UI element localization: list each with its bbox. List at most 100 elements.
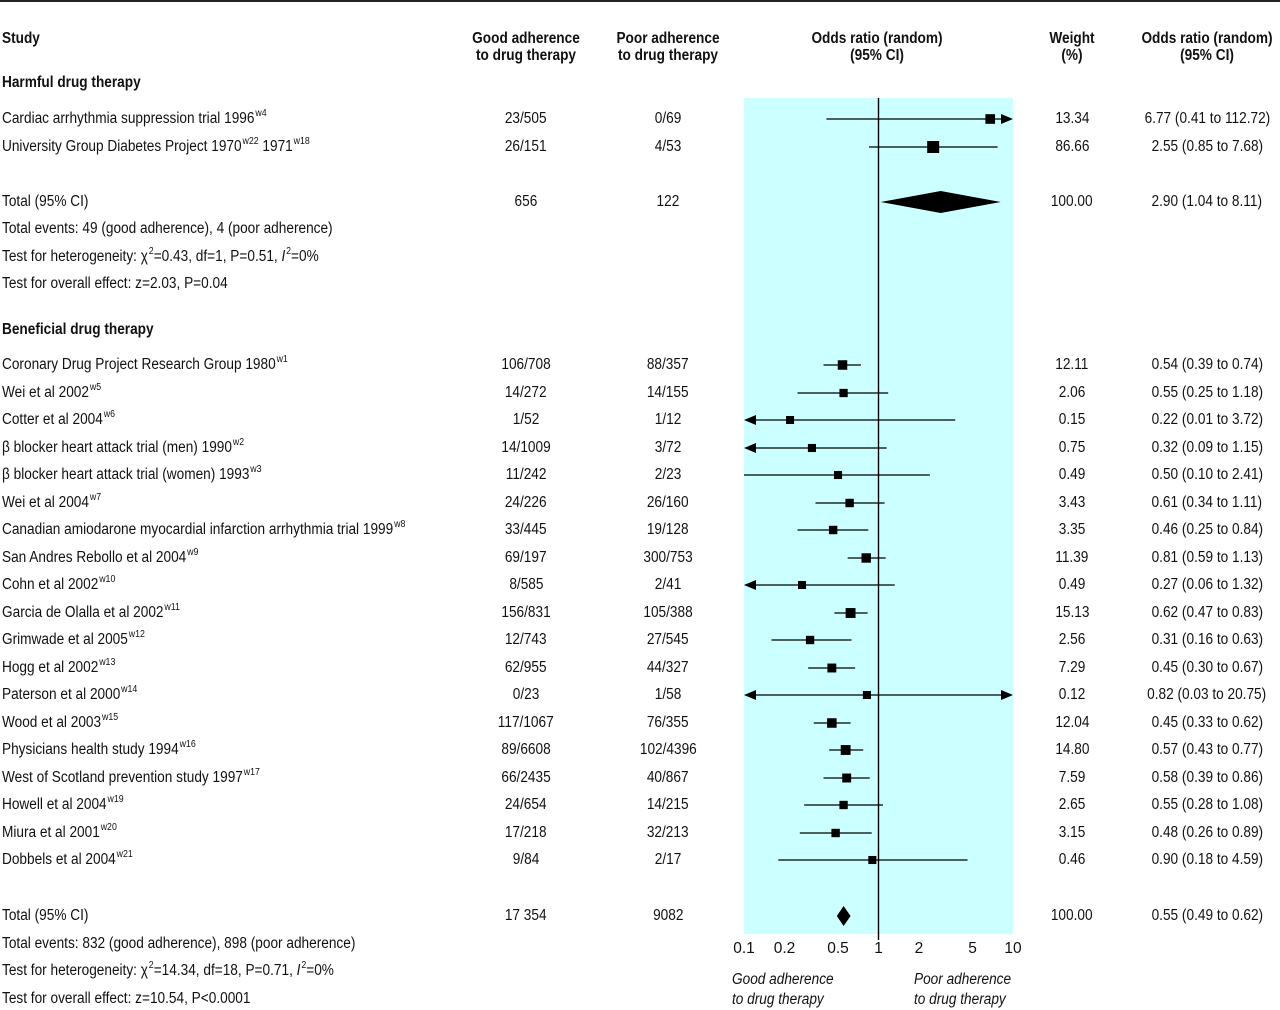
- study-good-adherence: 14/1009: [501, 439, 551, 456]
- study-odds-ratio: 0.61 (0.34 to 1.11): [1151, 494, 1263, 511]
- group-title-beneficial: Beneficial drug therapy: [2, 321, 154, 338]
- axis-label-good-adherence: Good adherence to drug therapy: [732, 971, 834, 1008]
- group-title-harmful: Harmful drug therapy: [2, 74, 141, 91]
- pooled-diamond: [836, 906, 851, 926]
- point-estimate: [786, 415, 795, 425]
- study-poor-adherence: 27/545: [647, 631, 689, 648]
- study-odds-ratio: 0.81 (0.59 to 1.13): [1151, 549, 1263, 566]
- beneficial-total-label: Total (95% CI): [2, 907, 89, 924]
- point-estimate: [839, 388, 848, 398]
- x-tick-label: 0.2: [773, 940, 796, 957]
- study-name: Physicians health study 1994w16: [2, 739, 196, 758]
- study-weight: 0.49: [1058, 576, 1086, 593]
- study-weight: 86.66: [1054, 138, 1090, 155]
- study-weight: 3.15: [1058, 824, 1086, 841]
- study-poor-adherence: 44/327: [647, 659, 689, 676]
- study-weight: 0.15: [1058, 411, 1086, 428]
- point-estimate: [807, 443, 816, 453]
- study-good-adherence: 0/23: [512, 686, 540, 703]
- harmful-total-poor: 122: [656, 193, 680, 210]
- study-name: Wei et al 2004w7: [2, 492, 102, 511]
- study-name: Cohn et al 2002w10: [2, 574, 116, 593]
- pooled-diamond: [880, 191, 1001, 213]
- study-name: San Andres Rebollo et al 2004w9: [2, 547, 199, 566]
- study-name: Wood et al 2003w15: [2, 712, 119, 731]
- point-estimate: [845, 498, 854, 508]
- study-name: West of Scotland prevention study 1997w1…: [2, 767, 260, 786]
- study-good-adherence: 24/654: [505, 796, 547, 813]
- study-poor-adherence: 19/128: [647, 521, 689, 538]
- header-odds-ratio-plot: Odds ratio (random) (95% CI): [811, 30, 943, 64]
- study-good-adherence: 8/585: [508, 576, 544, 593]
- study-name: Dobbels et al 2004w21: [2, 849, 133, 868]
- study-weight: 3.35: [1058, 521, 1086, 538]
- beneficial-total-events: Total events: 832 (good adherence), 898 …: [2, 935, 356, 952]
- point-estimate: [862, 690, 871, 700]
- study-poor-adherence: 102/4396: [639, 741, 697, 758]
- study-weight: 3.43: [1058, 494, 1086, 511]
- study-weight: 13.34: [1054, 110, 1090, 127]
- study-odds-ratio: 0.50 (0.10 to 2.41): [1151, 466, 1263, 483]
- beneficial-total-or: 0.55 (0.49 to 0.62): [1151, 907, 1263, 924]
- study-name: Grimwade et al 2005w12: [2, 629, 145, 648]
- header-good-adherence: Good adherence to drug therapy: [472, 30, 580, 64]
- study-odds-ratio: 0.22 (0.01 to 3.72): [1151, 411, 1263, 428]
- study-weight: 0.46: [1058, 851, 1086, 868]
- study-name: Miura et al 2001w20: [2, 822, 117, 841]
- x-tick-label: 5: [968, 940, 977, 957]
- study-odds-ratio: 0.27 (0.06 to 1.32): [1151, 576, 1263, 593]
- axis-label-poor-adherence: Poor adherence to drug therapy: [914, 971, 1012, 1008]
- study-name: University Group Diabetes Project 1970w2…: [2, 136, 310, 155]
- study-poor-adherence: 2/23: [654, 466, 682, 483]
- study-good-adherence: 66/2435: [501, 769, 551, 786]
- study-name: Wei et al 2002w5: [2, 382, 102, 401]
- study-weight: 7.29: [1058, 659, 1086, 676]
- study-odds-ratio: 0.45 (0.33 to 0.62): [1151, 714, 1263, 731]
- study-odds-ratio: 0.57 (0.43 to 0.77): [1151, 741, 1263, 758]
- study-poor-adherence: 14/215: [647, 796, 689, 813]
- point-estimate: [840, 745, 851, 755]
- point-estimate: [831, 828, 840, 838]
- study-poor-adherence: 300/753: [643, 549, 693, 566]
- study-poor-adherence: 1/12: [654, 411, 682, 428]
- study-poor-adherence: 32/213: [647, 824, 689, 841]
- study-good-adherence: 156/831: [501, 604, 551, 621]
- beneficial-total-good: 17 354: [505, 907, 547, 924]
- study-name: Hogg et al 2002w13: [2, 657, 116, 676]
- point-estimate: [985, 114, 996, 124]
- study-name: Howell et al 2004w19: [2, 794, 124, 813]
- study-odds-ratio: 2.55 (0.85 to 7.68): [1151, 138, 1263, 155]
- study-odds-ratio: 0.48 (0.26 to 0.89): [1151, 824, 1263, 841]
- study-weight: 2.06: [1058, 384, 1086, 401]
- study-poor-adherence: 1/58: [654, 686, 682, 703]
- study-good-adherence: 69/197: [505, 549, 547, 566]
- study-poor-adherence: 4/53: [654, 138, 682, 155]
- study-good-adherence: 117/1067: [498, 714, 554, 731]
- top-rule: [0, 0, 1280, 2]
- harmful-total-label: Total (95% CI): [2, 193, 89, 210]
- study-name: Coronary Drug Project Research Group 198…: [2, 354, 288, 373]
- ci-arrow-left: [744, 690, 756, 700]
- x-tick-label: 0.5: [827, 940, 849, 957]
- study-name: Canadian amiodarone myocardial infarctio…: [2, 519, 406, 538]
- study-poor-adherence: 3/72: [654, 439, 682, 456]
- point-estimate: [927, 141, 940, 153]
- harmful-overall-effect: Test for overall effect: z=2.03, P=0.04: [2, 275, 228, 292]
- beneficial-total-weight: 100.00: [1051, 907, 1093, 924]
- study-good-adherence: 12/743: [505, 631, 547, 648]
- study-poor-adherence: 26/160: [647, 494, 689, 511]
- study-weight: 0.75: [1058, 439, 1086, 456]
- study-good-adherence: 14/272: [505, 384, 547, 401]
- study-odds-ratio: 0.32 (0.09 to 1.15): [1151, 439, 1263, 456]
- study-good-adherence: 9/84: [512, 851, 540, 868]
- beneficial-total-poor: 9082: [652, 907, 684, 924]
- harmful-total-good: 656: [514, 193, 538, 210]
- study-odds-ratio: 0.90 (0.18 to 4.59): [1151, 851, 1263, 868]
- ci-arrow-left: [744, 415, 756, 425]
- study-good-adherence: 26/151: [505, 138, 547, 155]
- x-tick-label: 2: [914, 940, 924, 957]
- study-odds-ratio: 0.45 (0.30 to 0.67): [1151, 659, 1263, 676]
- beneficial-overall-effect: Test for overall effect: z=10.54, P<0.00…: [2, 990, 251, 1007]
- study-poor-adherence: 2/17: [654, 851, 682, 868]
